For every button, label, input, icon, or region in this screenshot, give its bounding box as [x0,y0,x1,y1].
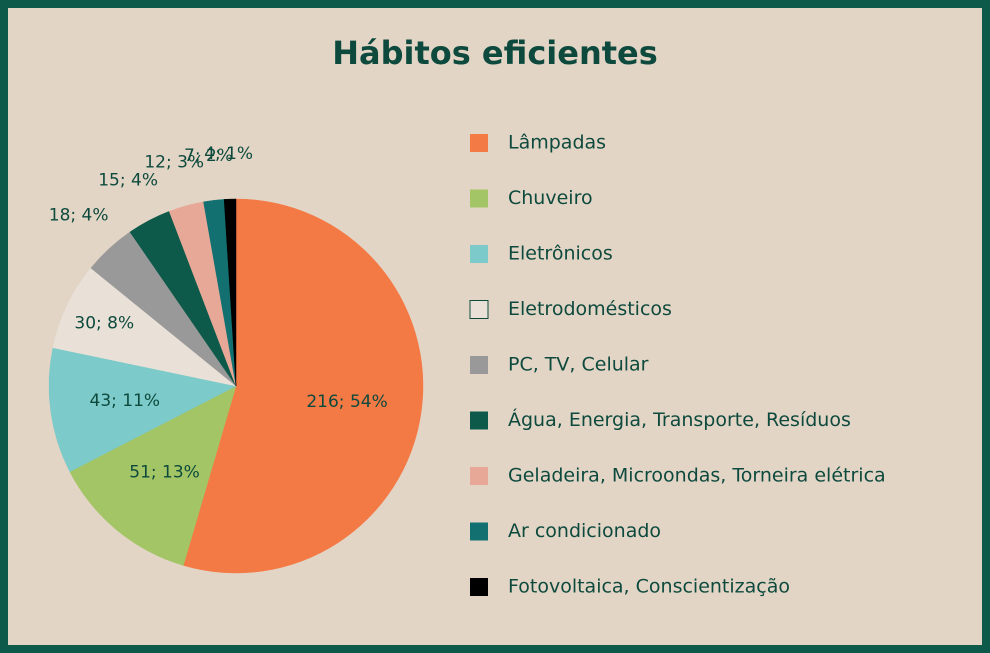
legend-swatch [470,356,488,374]
legend-label: Chuveiro [508,187,593,209]
legend-swatch [470,467,488,485]
data-label: 216; 54% [306,392,387,412]
data-label: 15; 4% [98,171,158,191]
legend-label: Fotovoltaica, Conscientização [508,576,790,598]
pie-slice [69,385,237,566]
pie-slice [223,198,237,387]
data-label: 12; 3% [144,153,204,173]
legend-label: PC, TV, Celular [508,354,649,376]
legend-swatch [470,245,488,263]
pie-slice [48,347,237,473]
data-label: 51; 13% [129,463,200,483]
legend-swatch [470,522,488,541]
data-label: 30; 8% [74,313,134,333]
data-label: 43; 11% [90,391,161,411]
legend-label: Geladeira, Microondas, Torneira elétrica [508,465,886,487]
pie-slice [183,198,424,574]
legend-label: Ar condicionado [508,520,661,542]
legend-label: Eletrodomésticos [508,298,672,320]
data-label: 7; 2% [184,146,233,166]
legend-swatch [470,578,488,596]
legend-swatch [469,300,489,319]
legend-swatch [470,411,488,430]
data-label: 4; 1% [204,144,253,164]
data-label: 18; 4% [49,206,109,226]
legend-swatch [470,134,488,152]
legend-label: Eletrônicos [508,243,613,265]
legend-swatch [470,189,488,208]
legend-label: Água, Energia, Transporte, Resíduos [508,408,851,431]
legend-label: Lâmpadas [508,132,606,154]
chart-title: Hábitos eficientes [332,34,658,72]
